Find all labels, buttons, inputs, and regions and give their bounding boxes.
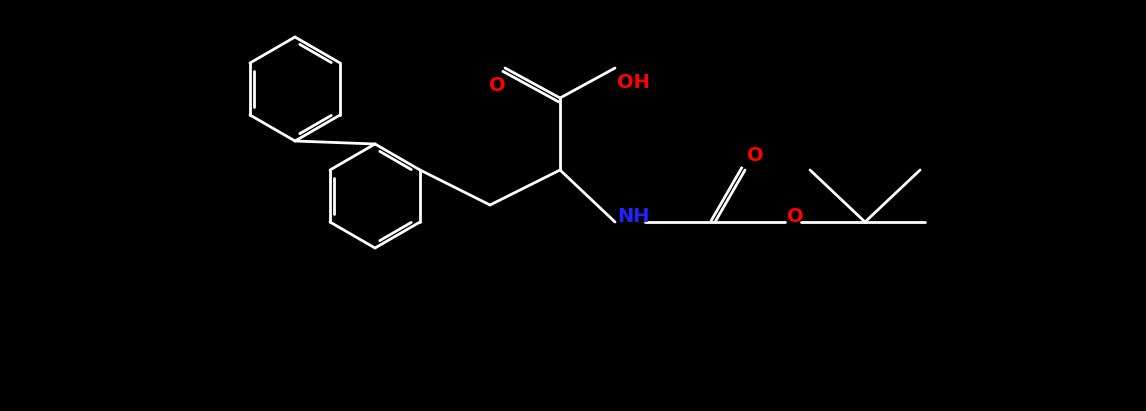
- Text: O: O: [488, 76, 505, 95]
- Text: O: O: [747, 146, 763, 165]
- Text: O: O: [787, 208, 803, 226]
- Text: NH: NH: [617, 208, 650, 226]
- Text: OH: OH: [617, 73, 650, 92]
